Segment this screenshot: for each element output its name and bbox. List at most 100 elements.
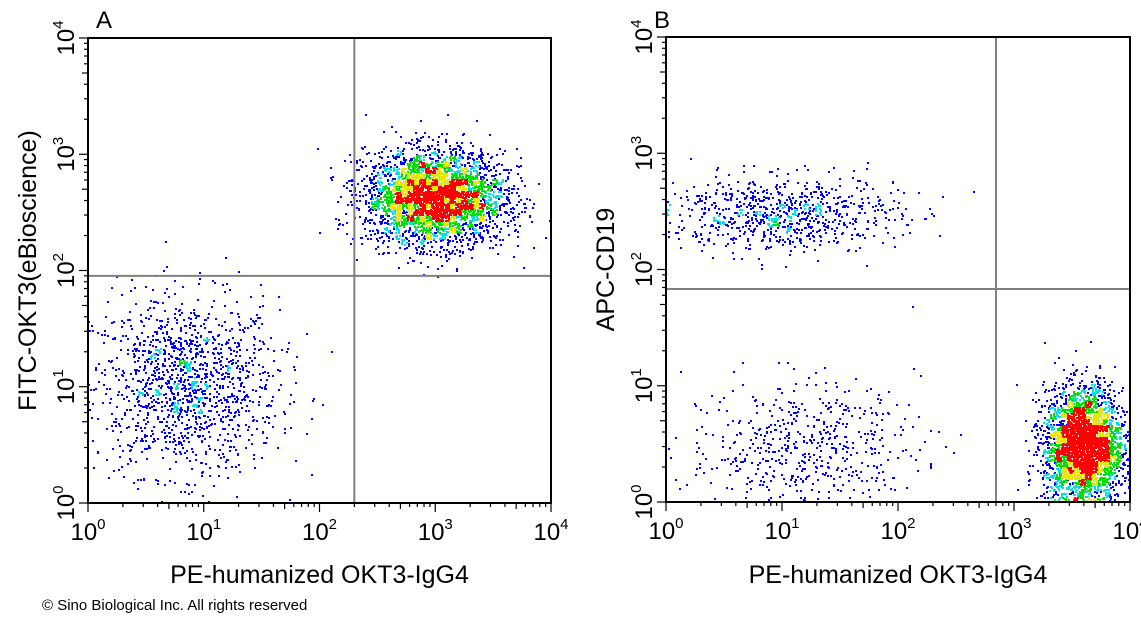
data-point [283, 411, 285, 413]
data-point [189, 350, 191, 352]
data-point [426, 222, 428, 224]
data-point [402, 235, 404, 237]
data-point [129, 458, 131, 460]
data-point [399, 247, 401, 249]
data-point [447, 185, 449, 187]
data-point [194, 314, 196, 316]
data-point [489, 221, 491, 223]
data-point [422, 187, 424, 189]
data-point [183, 440, 185, 442]
data-point [187, 395, 189, 397]
data-point [178, 341, 180, 343]
data-point [115, 418, 117, 420]
data-point [164, 352, 166, 354]
data-point [273, 350, 275, 352]
data-point [487, 232, 489, 234]
data-point [167, 380, 169, 382]
data-point [481, 180, 483, 182]
data-point [205, 451, 207, 453]
data-point [134, 369, 136, 371]
data-point [403, 148, 405, 150]
data-point [232, 401, 234, 403]
data-point [371, 179, 373, 181]
data-point [312, 400, 314, 402]
data-point [420, 211, 422, 213]
data-point [394, 212, 396, 214]
data-point [174, 345, 176, 347]
data-point [399, 235, 401, 237]
data-point [493, 167, 495, 169]
data-point [412, 165, 414, 167]
data-point [157, 358, 159, 360]
data-point [416, 155, 418, 157]
data-point [244, 327, 246, 329]
data-point [379, 221, 381, 223]
data-point [393, 223, 395, 225]
data-point [404, 168, 406, 170]
data-point [233, 395, 235, 397]
data-point [427, 181, 429, 183]
data-point [430, 201, 432, 203]
data-point [377, 240, 379, 242]
data-point [444, 237, 446, 239]
data-point [209, 448, 211, 450]
data-point [371, 187, 373, 189]
data-point [473, 214, 475, 216]
data-point [410, 204, 412, 206]
data-point [234, 434, 236, 436]
data-point [436, 180, 438, 182]
data-point [189, 392, 191, 394]
data-point [199, 417, 201, 419]
data-point [449, 229, 451, 231]
data-point [165, 382, 167, 384]
data-point [441, 218, 443, 220]
data-point [399, 201, 401, 203]
data-point [465, 211, 467, 213]
data-point [371, 207, 373, 209]
data-point [128, 400, 130, 402]
data-point [174, 381, 176, 383]
data-point [239, 324, 241, 326]
data-point [204, 327, 206, 329]
data-point [256, 420, 258, 422]
data-point [109, 402, 111, 404]
data-point [448, 162, 450, 164]
data-point [284, 428, 286, 430]
data-point [231, 419, 233, 421]
data-point [136, 389, 138, 391]
data-point [239, 349, 241, 351]
data-point [92, 440, 94, 442]
data-point [445, 222, 447, 224]
data-point [200, 335, 202, 337]
data-point [493, 191, 495, 193]
data-point [128, 426, 130, 428]
data-point [239, 355, 241, 357]
data-point [415, 214, 417, 216]
data-point [200, 423, 202, 425]
data-point [173, 434, 175, 436]
data-point [173, 364, 175, 366]
data-point [187, 379, 189, 381]
data-point [157, 480, 159, 482]
data-point [230, 360, 232, 362]
data-point [470, 199, 472, 201]
data-point [220, 352, 222, 354]
data-point [204, 393, 206, 395]
data-point [174, 293, 176, 295]
data-point [414, 232, 416, 234]
data-point [470, 233, 472, 235]
data-point [428, 199, 430, 201]
data-point [455, 204, 457, 206]
data-point [174, 482, 176, 484]
data-point [113, 321, 115, 323]
data-point [480, 148, 482, 150]
data-point [188, 317, 190, 319]
data-point [470, 249, 472, 251]
data-point [154, 367, 156, 369]
data-point [460, 214, 462, 216]
data-point [396, 154, 398, 156]
data-point [452, 250, 454, 252]
data-point [385, 146, 387, 148]
data-point [178, 383, 180, 385]
data-point [466, 237, 468, 239]
